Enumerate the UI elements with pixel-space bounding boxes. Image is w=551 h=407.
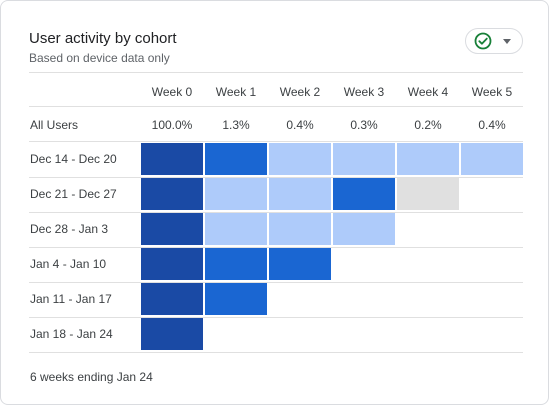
cohort-cell[interactable] bbox=[333, 178, 395, 210]
all-users-value: 0.2% bbox=[414, 118, 442, 132]
cohort-cell[interactable] bbox=[141, 248, 203, 280]
cohort-row-label: Jan 18 - Jan 24 bbox=[30, 327, 113, 341]
cohort-cell[interactable] bbox=[269, 248, 331, 280]
all-users-label: All Users bbox=[30, 118, 79, 132]
cohort-cell[interactable] bbox=[141, 318, 203, 350]
card-subtitle: Based on device data only bbox=[29, 51, 170, 65]
cohort-cell[interactable] bbox=[269, 143, 331, 175]
cohort-row-label: Jan 11 - Jan 17 bbox=[30, 292, 112, 306]
cohort-row-label: Dec 14 - Dec 20 bbox=[30, 152, 117, 166]
cohort-cell[interactable] bbox=[141, 283, 203, 315]
all-users-divider bbox=[29, 141, 523, 142]
row-divider bbox=[29, 177, 523, 178]
row-divider bbox=[29, 317, 523, 318]
cohort-cell[interactable] bbox=[205, 143, 267, 175]
header-divider bbox=[29, 106, 523, 107]
column-header: Week 2 bbox=[279, 85, 321, 99]
cohort-cell[interactable] bbox=[205, 213, 267, 245]
column-header: Week 1 bbox=[215, 85, 257, 99]
cohort-cell[interactable] bbox=[333, 213, 395, 245]
card-footer: 6 weeks ending Jan 24 bbox=[30, 370, 153, 384]
row-divider bbox=[29, 247, 523, 248]
column-header: Week 5 bbox=[471, 85, 513, 99]
cohort-cell[interactable] bbox=[205, 283, 267, 315]
all-users-value: 0.4% bbox=[478, 118, 506, 132]
row-divider bbox=[29, 212, 523, 213]
cohort-row-label: Jan 4 - Jan 10 bbox=[30, 257, 107, 271]
check-circle-icon bbox=[474, 32, 492, 50]
cohort-cell[interactable] bbox=[141, 143, 203, 175]
cohort-cell[interactable] bbox=[269, 213, 331, 245]
cohort-cell[interactable] bbox=[141, 213, 203, 245]
all-users-value: 0.3% bbox=[350, 118, 378, 132]
column-header: Week 0 bbox=[151, 85, 193, 99]
cohort-cell[interactable] bbox=[205, 178, 267, 210]
cohort-cell[interactable] bbox=[333, 143, 395, 175]
all-users-value: 1.3% bbox=[222, 118, 250, 132]
chevron-down-icon bbox=[503, 39, 511, 44]
cohort-cell[interactable] bbox=[205, 248, 267, 280]
row-divider bbox=[29, 282, 523, 283]
header-top-divider bbox=[29, 72, 523, 73]
column-header: Week 3 bbox=[343, 85, 385, 99]
cohort-cell[interactable] bbox=[461, 143, 523, 175]
cohort-cell[interactable] bbox=[141, 178, 203, 210]
status-dropdown-button[interactable] bbox=[465, 28, 523, 54]
all-users-value: 0.4% bbox=[286, 118, 314, 132]
all-users-value: 100.0% bbox=[151, 118, 193, 132]
row-divider bbox=[29, 352, 523, 353]
cohort-cell[interactable] bbox=[397, 143, 459, 175]
cohort-cell[interactable] bbox=[397, 178, 459, 210]
column-header: Week 4 bbox=[407, 85, 449, 99]
cohort-row-label: Dec 21 - Dec 27 bbox=[30, 187, 117, 201]
card-title: User activity by cohort bbox=[29, 30, 177, 47]
cohort-row-label: Dec 28 - Jan 3 bbox=[30, 222, 109, 236]
cohort-cell[interactable] bbox=[269, 178, 331, 210]
